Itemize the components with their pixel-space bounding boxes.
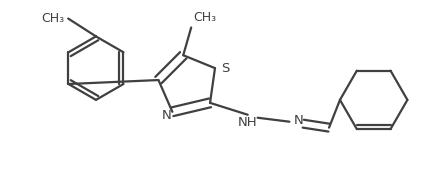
Text: CH₃: CH₃: [193, 11, 216, 23]
Text: N: N: [293, 114, 303, 127]
Text: S: S: [221, 62, 229, 75]
Text: N: N: [161, 109, 171, 122]
Text: CH₃: CH₃: [41, 12, 64, 25]
Text: NH: NH: [238, 116, 258, 129]
